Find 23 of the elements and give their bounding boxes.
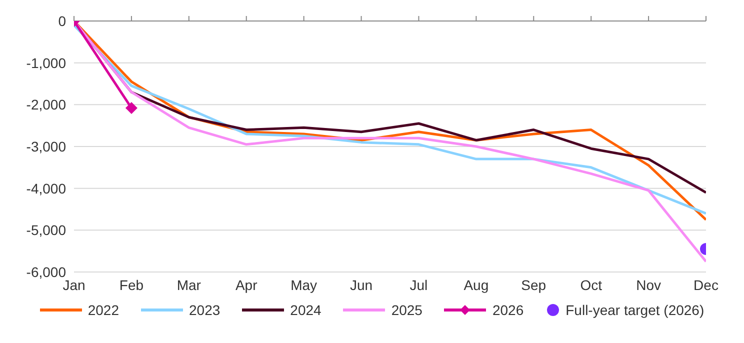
y-tick-label: 0: [58, 12, 66, 29]
legend-label: 2025: [391, 302, 422, 318]
legend-label: Full-year target (2026): [566, 302, 704, 318]
legend-label: 2022: [88, 302, 119, 318]
x-tick-label: Aug: [464, 276, 489, 293]
x-tick-label: Jul: [410, 276, 428, 293]
legend-label: 2023: [189, 302, 220, 318]
y-tick-label: -2,000: [26, 96, 66, 113]
x-tick-label: Oct: [580, 276, 602, 293]
x-tick-label: Dec: [694, 276, 718, 293]
x-tick-label: Apr: [235, 276, 258, 293]
x-tick-label: Feb: [119, 276, 144, 293]
y-tick-label: -5,000: [26, 222, 66, 238]
y-tick-label: -3,000: [26, 138, 66, 154]
x-tick-label: Sep: [521, 276, 546, 293]
y-tick-label: -1,000: [26, 54, 66, 71]
x-tick-label: Jun: [350, 276, 373, 293]
x-tick-label: May: [290, 276, 318, 293]
y-tick-label: -4,000: [26, 180, 66, 196]
legend-label: 2026: [492, 302, 524, 318]
legend-label: 2024: [290, 302, 322, 318]
x-tick-label: Mar: [176, 276, 202, 293]
x-tick-label: Nov: [636, 276, 661, 293]
